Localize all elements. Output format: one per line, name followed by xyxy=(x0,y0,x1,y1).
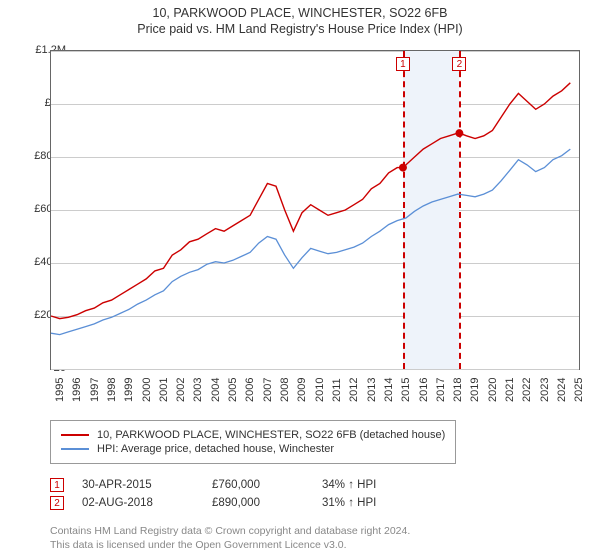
sale-date: 30-APR-2015 xyxy=(82,479,212,491)
sale-row: 2 02-AUG-2018 £890,000 31% ↑ HPI xyxy=(50,496,442,510)
sale-price: £760,000 xyxy=(212,479,322,491)
legend-item-property: 10, PARKWOOD PLACE, WINCHESTER, SO22 6FB… xyxy=(61,429,445,441)
sale-marker-icon: 2 xyxy=(452,57,466,71)
x-axis-label: 1996 xyxy=(71,378,83,402)
grid-line xyxy=(51,369,579,370)
sale-row: 1 30-APR-2015 £760,000 34% ↑ HPI xyxy=(50,478,442,492)
legend-label-hpi: HPI: Average price, detached house, Winc… xyxy=(97,443,334,455)
x-axis-label: 2006 xyxy=(244,378,256,402)
x-axis-label: 2008 xyxy=(279,378,291,402)
sale-marker-icon: 1 xyxy=(50,478,64,492)
x-axis-label: 2018 xyxy=(452,378,464,402)
x-axis-label: 2003 xyxy=(192,378,204,402)
sale-point-dot xyxy=(399,164,407,172)
sales-list: 1 30-APR-2015 £760,000 34% ↑ HPI 2 02-AU… xyxy=(50,474,442,514)
legend-item-hpi: HPI: Average price, detached house, Winc… xyxy=(61,443,445,455)
x-axis-label: 2009 xyxy=(296,378,308,402)
sale-hpi: 31% ↑ HPI xyxy=(322,497,442,509)
sale-date: 02-AUG-2018 xyxy=(82,497,212,509)
sale-marker-icon: 1 xyxy=(396,57,410,71)
x-axis-label: 1998 xyxy=(106,378,118,402)
x-axis-label: 2011 xyxy=(331,378,343,402)
x-axis-label: 2002 xyxy=(175,378,187,402)
x-axis-label: 2010 xyxy=(314,378,326,402)
chart-title: 10, PARKWOOD PLACE, WINCHESTER, SO22 6FB xyxy=(0,6,600,20)
x-axis-label: 2025 xyxy=(573,378,585,402)
x-axis-label: 2012 xyxy=(348,378,360,402)
x-axis-label: 2019 xyxy=(469,378,481,402)
sale-price: £890,000 xyxy=(212,497,322,509)
x-axis-label: 2007 xyxy=(262,378,274,402)
x-axis-label: 1999 xyxy=(123,378,135,402)
x-axis-label: 1997 xyxy=(89,378,101,402)
x-axis-label: 2020 xyxy=(487,378,499,402)
titles: 10, PARKWOOD PLACE, WINCHESTER, SO22 6FB… xyxy=(0,0,600,36)
series-line-property xyxy=(51,83,570,319)
legend-swatch-hpi xyxy=(61,448,89,450)
x-axis-label: 2023 xyxy=(539,378,551,402)
legend: 10, PARKWOOD PLACE, WINCHESTER, SO22 6FB… xyxy=(50,420,456,464)
x-axis-label: 2017 xyxy=(435,378,447,402)
x-axis-label: 2005 xyxy=(227,378,239,402)
x-axis-label: 2022 xyxy=(521,378,533,402)
x-axis-label: 2024 xyxy=(556,378,568,402)
x-axis-label: 2014 xyxy=(383,378,395,402)
x-axis-label: 1995 xyxy=(54,378,66,402)
plot-area: 12 xyxy=(50,50,580,370)
x-axis-label: 2016 xyxy=(418,378,430,402)
chart-subtitle: Price paid vs. HM Land Registry's House … xyxy=(0,22,600,36)
footer-line-1: Contains HM Land Registry data © Crown c… xyxy=(50,524,410,538)
sale-hpi: 34% ↑ HPI xyxy=(322,479,442,491)
sale-point-dot xyxy=(455,129,463,137)
footer-line-2: This data is licensed under the Open Gov… xyxy=(50,538,410,552)
series-line-hpi xyxy=(51,149,570,335)
legend-label-property: 10, PARKWOOD PLACE, WINCHESTER, SO22 6FB… xyxy=(97,429,445,441)
line-series-svg xyxy=(51,51,579,369)
footer: Contains HM Land Registry data © Crown c… xyxy=(50,524,410,552)
x-axis-label: 2015 xyxy=(400,378,412,402)
x-axis-label: 2001 xyxy=(158,378,170,402)
x-axis-label: 2004 xyxy=(210,378,222,402)
x-axis-label: 2013 xyxy=(366,378,378,402)
x-axis-label: 2021 xyxy=(504,378,516,402)
x-axis-label: 2000 xyxy=(141,378,153,402)
chart-container: 10, PARKWOOD PLACE, WINCHESTER, SO22 6FB… xyxy=(0,0,600,560)
legend-swatch-property xyxy=(61,434,89,436)
sale-marker-icon: 2 xyxy=(50,496,64,510)
